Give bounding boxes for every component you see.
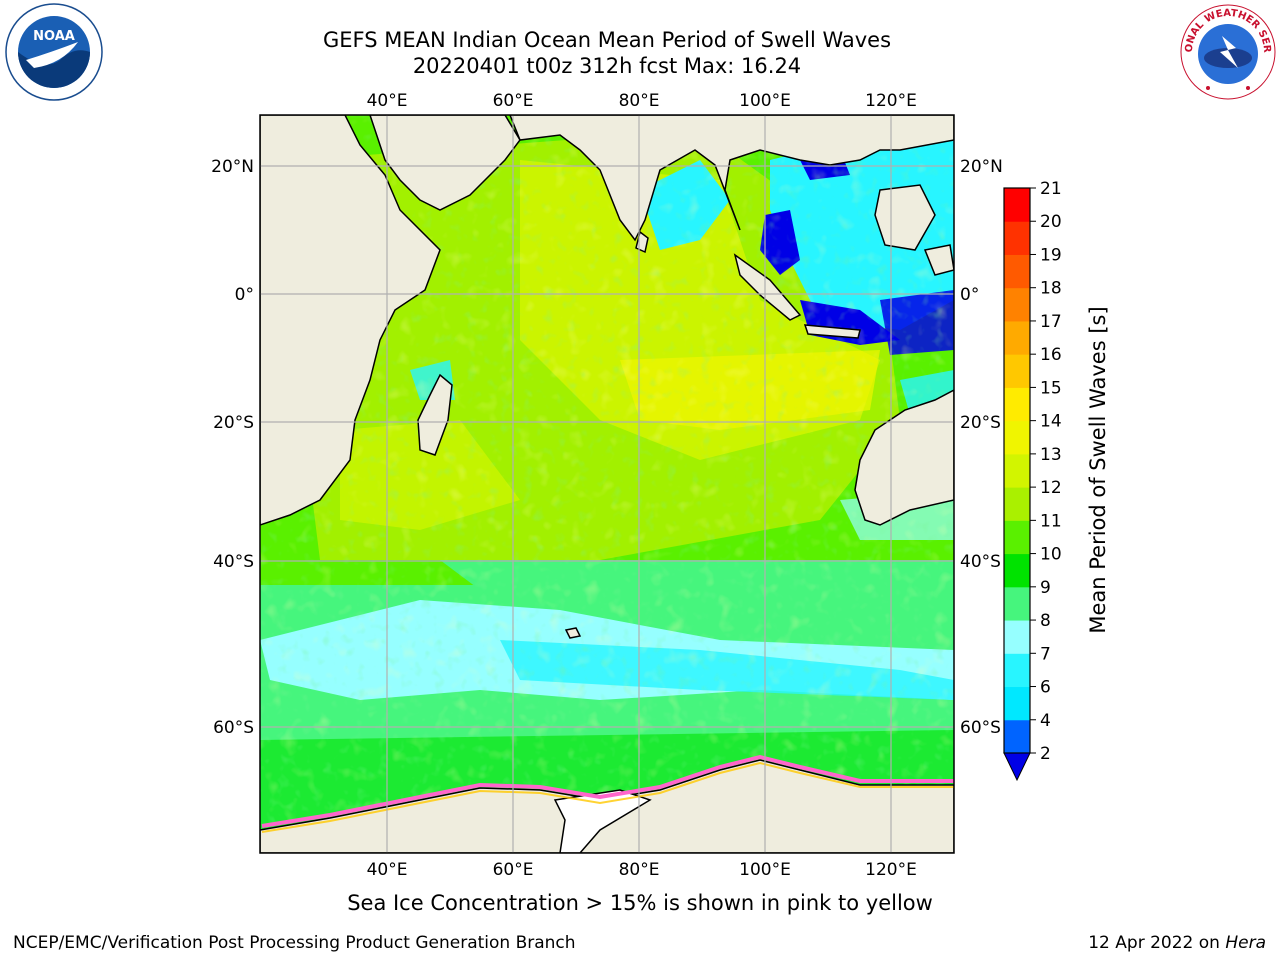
nws-logo: NATIONAL WEATHER SERVICE bbox=[1178, 2, 1276, 100]
colorbar-segment bbox=[1004, 686, 1030, 721]
map-plot-area bbox=[260, 115, 954, 853]
lat-label-left: 40°S bbox=[213, 552, 254, 572]
colorbar-tick-label: 20 bbox=[1040, 212, 1062, 232]
lat-label-left: 0° bbox=[235, 285, 254, 305]
lon-label-bottom: 60°E bbox=[493, 860, 534, 880]
lon-label-bottom: 80°E bbox=[619, 860, 660, 880]
lon-label-bottom: 40°E bbox=[367, 860, 408, 880]
colorbar-tick-label: 11 bbox=[1040, 511, 1062, 531]
colorbar-tick-label: 10 bbox=[1040, 545, 1062, 565]
colorbar-tick-label: 14 bbox=[1040, 412, 1062, 432]
landmasses bbox=[260, 115, 954, 853]
colorbar-segment bbox=[1004, 221, 1030, 255]
colorbar-tick-label: 13 bbox=[1040, 445, 1062, 465]
colorbar-segment bbox=[1004, 420, 1030, 455]
sea-ice-edge bbox=[261, 754, 954, 833]
colorbar-tick-label: 21 bbox=[1040, 180, 1062, 199]
colorbar-title: Mean Period of Swell Waves [s] bbox=[1086, 306, 1110, 634]
lat-label-left: 20°S bbox=[213, 413, 254, 433]
colorbar-segment bbox=[1004, 254, 1030, 289]
colorbar-tick-label: 4 bbox=[1040, 711, 1051, 731]
colorbar-tick-label: 18 bbox=[1040, 279, 1062, 299]
lon-label-top: 120°E bbox=[865, 91, 917, 111]
lon-label-bottom: 120°E bbox=[865, 860, 917, 880]
colorbar-segment bbox=[1004, 653, 1030, 688]
colorbar-frame bbox=[1003, 187, 1031, 754]
chart-subtitle: 20220401 t00z 312h fcst Max: 16.24 bbox=[412, 54, 802, 78]
lon-label-top: 100°E bbox=[739, 91, 791, 111]
colorbar-segment bbox=[1004, 520, 1030, 555]
colorbar-tick-label: 9 bbox=[1040, 578, 1051, 598]
machine-name: Hera bbox=[1225, 933, 1266, 953]
colorbar-segments bbox=[1004, 188, 1030, 754]
colorbar-segment bbox=[1004, 354, 1030, 388]
left-lat-labels: 20°N 0° 20°S 40°S 60°S bbox=[211, 157, 254, 738]
colorbar-tick-label: 19 bbox=[1040, 245, 1062, 265]
lat-label-right: 20°N bbox=[960, 157, 1003, 177]
lon-label-bottom: 100°E bbox=[739, 860, 791, 880]
chart-title: GEFS MEAN Indian Ocean Mean Period of Sw… bbox=[322, 28, 892, 52]
date-text: 12 Apr 2022 on bbox=[1088, 933, 1220, 953]
colorbar-segment bbox=[1004, 287, 1030, 322]
bottom-lon-labels: 40°E 60°E 80°E 100°E 120°E bbox=[367, 860, 917, 880]
lat-label-left: 20°N bbox=[211, 157, 254, 177]
colorbar-tick-label: 16 bbox=[1040, 345, 1062, 365]
lon-label-top: 80°E bbox=[619, 91, 660, 111]
colorbar-segment bbox=[1004, 387, 1030, 422]
map-frame bbox=[259, 114, 955, 854]
lat-label-right: 40°S bbox=[960, 552, 1001, 572]
noaa-logo-text: NOAA bbox=[33, 29, 75, 44]
colorbar-segment bbox=[1004, 453, 1030, 488]
colorbar-tick-label: 2 bbox=[1040, 744, 1051, 764]
colorbar-segment bbox=[1004, 586, 1030, 621]
lat-label-right: 20°S bbox=[960, 413, 1001, 433]
sea-ice-note: Sea Ice Concentration > 15% is shown in … bbox=[347, 891, 933, 915]
colorbar-segment bbox=[1004, 620, 1030, 654]
lat-label-left: 60°S bbox=[213, 718, 254, 738]
colorbar-segment bbox=[1004, 487, 1030, 521]
colorbar-segment bbox=[1004, 553, 1030, 588]
graticule bbox=[260, 115, 954, 853]
generation-date: 12 Apr 2022 on Hera bbox=[1088, 933, 1266, 953]
colorbar-tick-label: 8 bbox=[1040, 611, 1051, 631]
colorbar-segment bbox=[1004, 188, 1030, 222]
lon-label-top: 60°E bbox=[493, 91, 534, 111]
colorbar-tick-labels: 2 4 6 7 8 9 10 11 12 13 14 15 16 17 18 19 20 21 bbox=[1030, 180, 1062, 764]
colorbar-tick-label: 6 bbox=[1040, 678, 1051, 698]
colorbar-segment bbox=[1004, 320, 1030, 355]
noaa-logo: NOAA bbox=[5, 3, 103, 101]
top-lon-labels: 40°E 60°E 80°E 100°E 120°E bbox=[367, 91, 917, 111]
lat-label-right: 0° bbox=[960, 285, 979, 305]
lon-label-top: 40°E bbox=[367, 91, 408, 111]
colorbar-segment bbox=[1004, 719, 1030, 754]
colorbar-tick-label: 15 bbox=[1040, 378, 1062, 398]
colorbar-under-triangle bbox=[1003, 752, 1031, 782]
colorbar-tick-label: 7 bbox=[1040, 644, 1051, 664]
colorbar-tick-label: 12 bbox=[1040, 478, 1062, 498]
lat-label-right: 60°S bbox=[960, 718, 1001, 738]
right-lat-labels: 20°N 0° 20°S 40°S 60°S bbox=[960, 157, 1003, 738]
colorbar-tick-label: 17 bbox=[1040, 312, 1062, 332]
producer-credit: NCEP/EMC/Verification Post Processing Pr… bbox=[13, 933, 576, 953]
colorbar: 2 4 6 7 8 9 10 11 12 13 14 15 16 17 18 19 20 21 bbox=[1003, 180, 1062, 782]
